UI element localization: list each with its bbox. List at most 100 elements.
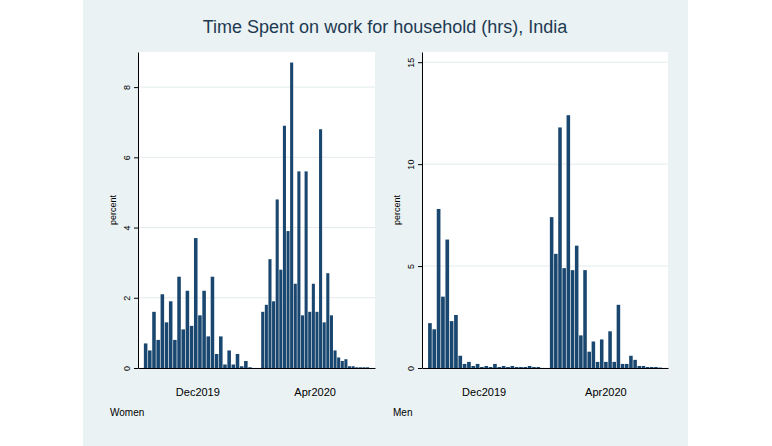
bar bbox=[463, 364, 467, 368]
bar bbox=[523, 367, 527, 368]
bar bbox=[441, 297, 445, 368]
tick-label: 5 bbox=[406, 264, 416, 269]
bar bbox=[272, 301, 275, 368]
tick: 4 bbox=[122, 226, 138, 231]
bar bbox=[567, 115, 571, 368]
tick-label: 8 bbox=[122, 85, 132, 90]
tick-mark bbox=[134, 87, 138, 88]
bar bbox=[144, 343, 148, 368]
axis-title: percent bbox=[392, 194, 402, 225]
group-label: Apr2020 bbox=[585, 386, 627, 398]
bar bbox=[287, 231, 290, 368]
bar bbox=[471, 366, 475, 368]
bar bbox=[165, 322, 169, 368]
bar bbox=[587, 352, 591, 368]
axis-title: percent bbox=[108, 194, 118, 225]
bar bbox=[532, 367, 536, 368]
bar bbox=[186, 291, 190, 368]
tick-mark bbox=[418, 164, 422, 165]
tick-mark bbox=[134, 228, 138, 229]
bar bbox=[352, 366, 355, 368]
tick: Apr2020 bbox=[585, 386, 627, 398]
bar bbox=[334, 350, 337, 368]
bar bbox=[510, 366, 514, 368]
bar bbox=[445, 240, 449, 368]
bar bbox=[450, 321, 454, 368]
bar bbox=[608, 331, 612, 368]
bar bbox=[190, 326, 194, 368]
axis-line bbox=[422, 53, 423, 369]
tick-label: 10 bbox=[406, 160, 416, 170]
bar bbox=[344, 359, 347, 368]
bar bbox=[633, 360, 637, 368]
bar bbox=[571, 270, 575, 368]
tick-mark bbox=[134, 298, 138, 299]
bar bbox=[604, 362, 608, 368]
bar bbox=[194, 238, 198, 368]
group-label: Dec2019 bbox=[462, 386, 506, 398]
bar bbox=[308, 312, 311, 368]
bar bbox=[169, 301, 173, 368]
bar bbox=[575, 246, 579, 368]
y-axis: 02468 bbox=[122, 53, 139, 372]
tick-label: 0 bbox=[122, 366, 132, 371]
bar bbox=[219, 336, 223, 368]
grid-line bbox=[138, 297, 375, 298]
bar bbox=[654, 367, 658, 368]
bar bbox=[638, 366, 642, 368]
bar bbox=[550, 217, 554, 368]
bar bbox=[497, 367, 501, 368]
bar bbox=[646, 367, 650, 368]
bar bbox=[629, 356, 633, 368]
bar bbox=[467, 362, 471, 368]
tick-label: 0 bbox=[406, 366, 416, 371]
grid bbox=[138, 87, 375, 368]
bar bbox=[297, 171, 300, 368]
grid-line bbox=[138, 157, 375, 158]
background bbox=[83, 0, 688, 446]
tick: 10 bbox=[406, 160, 422, 170]
bar bbox=[348, 366, 351, 368]
tick-mark bbox=[134, 368, 138, 369]
bar bbox=[177, 277, 181, 368]
bar bbox=[437, 209, 441, 368]
axis-line bbox=[139, 368, 376, 369]
axis-line bbox=[138, 53, 139, 369]
tick-mark bbox=[418, 266, 422, 267]
bar bbox=[276, 199, 279, 368]
bar bbox=[476, 364, 480, 368]
grid-line bbox=[422, 266, 668, 267]
tick: 6 bbox=[122, 155, 138, 160]
bar bbox=[173, 340, 177, 368]
panel: 0 5 10 15 Dec2019 Apr2020 percent Men bbox=[392, 52, 669, 418]
group-label: Dec2019 bbox=[176, 386, 220, 398]
bar bbox=[161, 294, 165, 368]
panel-label: Men bbox=[393, 407, 412, 418]
bar bbox=[326, 273, 329, 368]
group-label: Apr2020 bbox=[294, 386, 336, 398]
axis-line bbox=[423, 368, 669, 369]
bar bbox=[642, 366, 646, 368]
tick-label: 15 bbox=[406, 58, 416, 68]
bar bbox=[355, 367, 358, 368]
bar bbox=[583, 270, 587, 368]
bar bbox=[579, 335, 583, 368]
grid bbox=[422, 62, 668, 368]
tick: Apr2020 bbox=[294, 386, 336, 398]
grid-line bbox=[422, 62, 668, 63]
bar bbox=[515, 367, 519, 368]
bar bbox=[236, 354, 240, 368]
bar bbox=[337, 357, 340, 368]
y-axis: 0 5 10 15 bbox=[406, 53, 423, 372]
tick: 5 bbox=[406, 264, 422, 269]
bar bbox=[519, 367, 523, 368]
bar bbox=[493, 364, 497, 368]
bar bbox=[223, 364, 227, 368]
plot-area bbox=[138, 52, 375, 368]
bar bbox=[152, 312, 156, 368]
bar bbox=[215, 354, 219, 368]
bar bbox=[227, 350, 231, 368]
chart: Time Spent on work for household (hrs), … bbox=[0, 0, 772, 446]
tick-label: 4 bbox=[122, 226, 132, 231]
bar bbox=[294, 284, 297, 368]
